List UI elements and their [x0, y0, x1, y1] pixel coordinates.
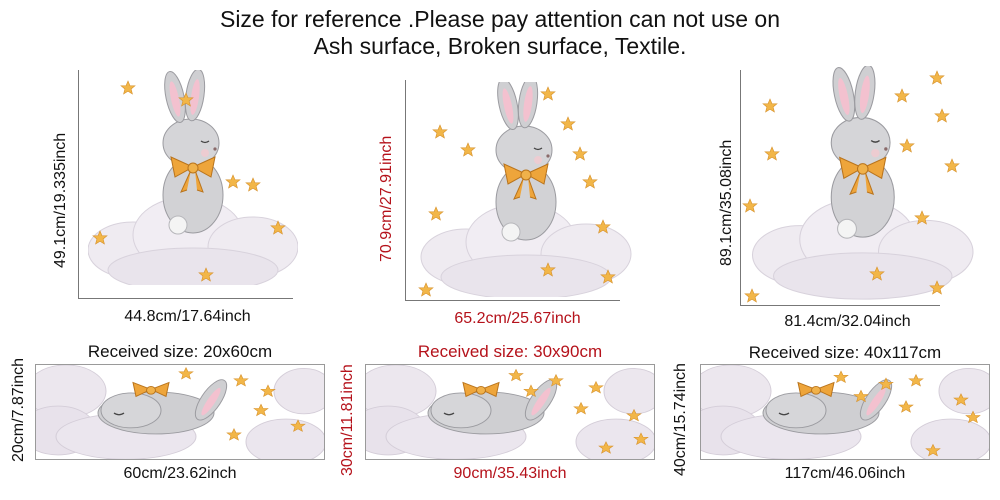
width-label-medium: 65.2cm/25.67inch	[410, 310, 625, 328]
sleeping-bunny-large	[701, 365, 990, 460]
header-line-1: Size for reference .Please pay attention…	[0, 6, 1000, 33]
sticker-sheet-large	[700, 364, 990, 460]
header-line-2: Ash surface, Broken surface, Textile.	[0, 33, 1000, 60]
received-label-medium: Received size: 30x90cm	[365, 342, 655, 362]
height-label-large: 89.1cm/35.08inch	[718, 140, 736, 266]
received-width-label-large: 117cm/46.06inch	[700, 465, 990, 483]
sticker-sheet-medium	[365, 364, 655, 460]
received-height-label-small: 20cm/7.87inch	[10, 358, 28, 462]
width-guide-medium	[405, 300, 620, 301]
received-label-small: Received size: 20x60cm	[35, 342, 325, 362]
bunny-illustration-medium	[418, 82, 633, 297]
height-guide-medium	[405, 80, 406, 300]
received-width-label-small: 60cm/23.62inch	[35, 465, 325, 483]
height-label-medium: 70.9cm/27.91inch	[378, 136, 396, 262]
received-label-large: Received size: 40x117cm	[700, 343, 990, 363]
width-guide-small	[78, 298, 293, 299]
received-height-label-medium: 30cm/11.81inch	[339, 364, 357, 476]
received-height-label-large: 40cm/15.74inch	[672, 363, 690, 476]
height-guide-large	[740, 70, 741, 305]
width-guide-large	[740, 305, 940, 306]
width-label-large: 81.4cm/32.04inch	[740, 313, 955, 331]
width-label-small: 44.8cm/17.64inch	[80, 308, 295, 326]
received-width-label-medium: 90cm/35.43inch	[365, 465, 655, 483]
height-label-small: 49.1cm/19.335inch	[52, 133, 70, 268]
bunny-illustration-small	[88, 70, 298, 285]
height-guide-small	[78, 70, 79, 298]
header: Size for reference .Please pay attention…	[0, 6, 1000, 60]
bunny-illustration-large	[742, 66, 982, 306]
sleeping-bunny-medium	[366, 365, 655, 460]
sleeping-bunny-small	[36, 365, 325, 460]
sticker-sheet-small	[35, 364, 325, 460]
